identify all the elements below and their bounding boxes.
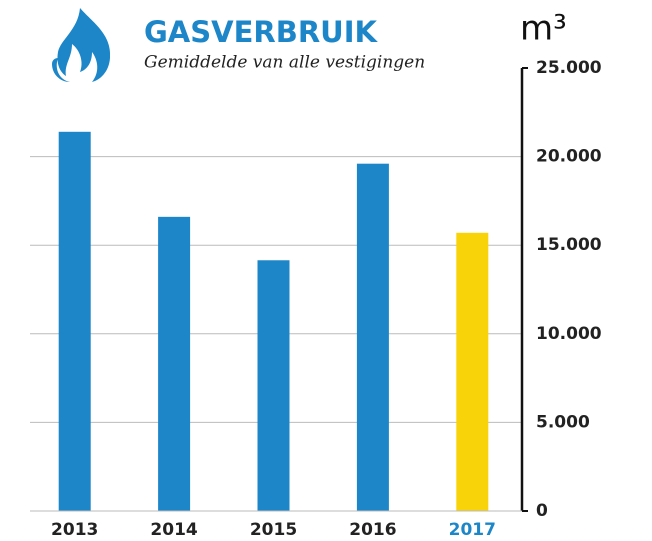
y-tick-label: 20.000	[536, 147, 602, 167]
bar	[58, 131, 91, 512]
flame-icon	[52, 8, 111, 82]
chart-title: GASVERBRUIK	[144, 15, 378, 49]
bar	[356, 163, 389, 512]
y-tick-label: 15.000	[536, 235, 602, 255]
y-tick-label: 25.000	[536, 58, 602, 78]
x-tick-label: 2016	[349, 520, 396, 540]
y-tick-label: 5.000	[536, 412, 590, 432]
y-tick-label: 10.000	[536, 324, 602, 344]
bar	[257, 260, 290, 511]
x-tick-label: 2013	[51, 520, 98, 540]
x-tick-label: 2015	[250, 520, 297, 540]
bar	[456, 232, 489, 511]
x-tick-label: 2014	[150, 520, 197, 540]
x-tick-label: 2017	[449, 520, 496, 540]
unit-label: m³	[520, 9, 567, 49]
bar	[158, 216, 191, 511]
chart-subtitle: Gemiddelde van alle vestigingen	[144, 53, 425, 73]
y-tick-label: 0	[536, 501, 548, 521]
